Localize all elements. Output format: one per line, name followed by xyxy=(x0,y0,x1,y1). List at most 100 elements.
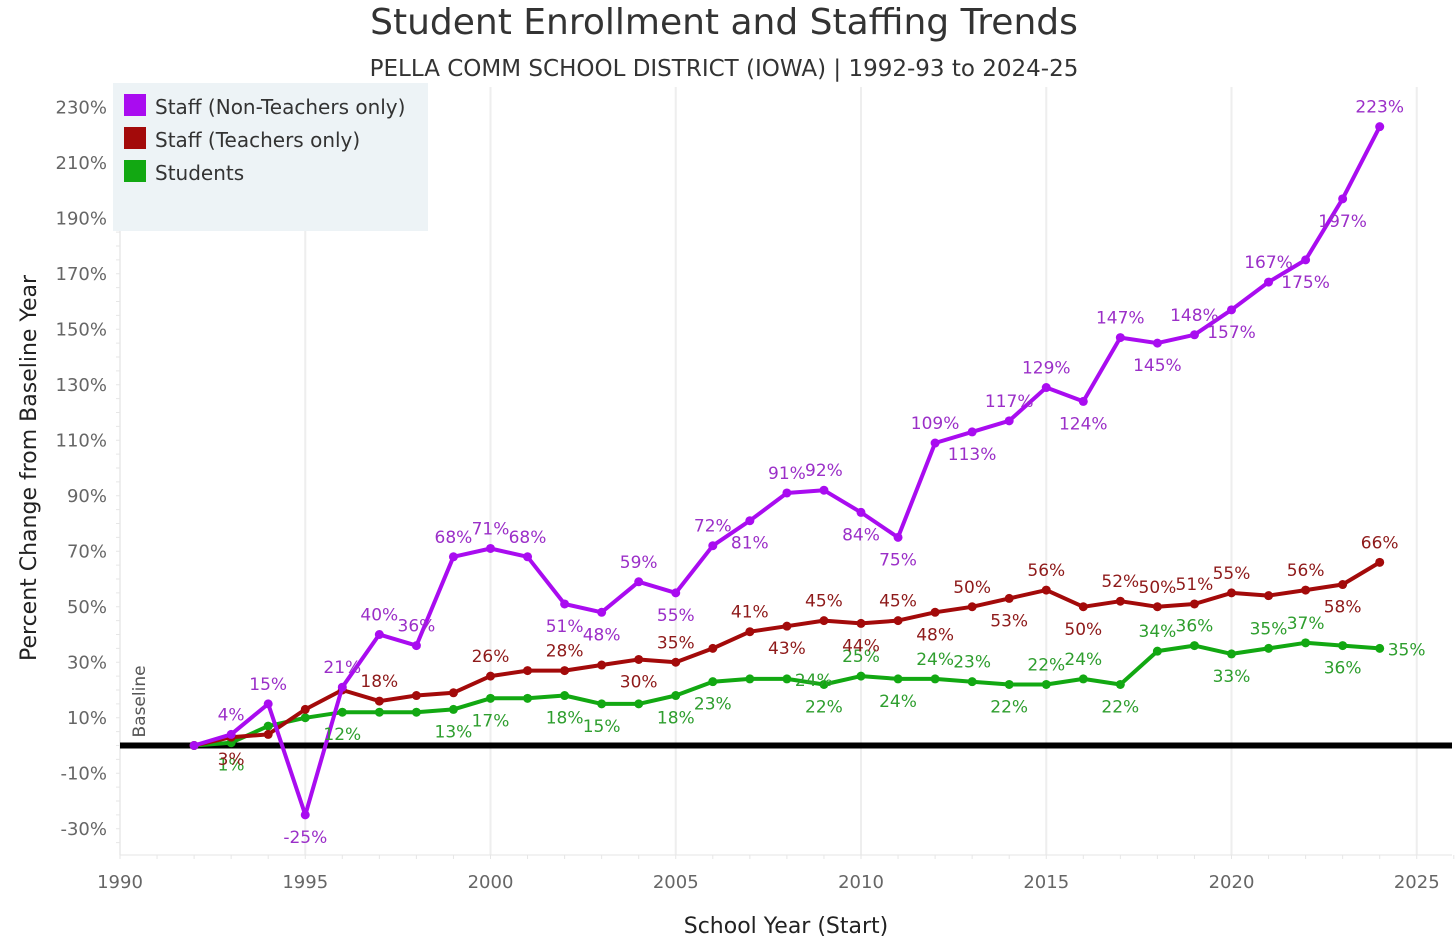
data-label: 37% xyxy=(1287,614,1325,634)
data-label: 223% xyxy=(1355,98,1404,118)
data-point xyxy=(893,616,903,626)
data-point xyxy=(930,674,940,684)
data-label: 43% xyxy=(768,639,806,659)
data-point xyxy=(893,674,903,684)
data-point xyxy=(300,704,310,714)
data-label: 51% xyxy=(1176,575,1214,595)
data-point xyxy=(819,485,829,495)
data-label: 147% xyxy=(1096,309,1145,329)
data-point xyxy=(634,699,644,709)
data-point xyxy=(1375,643,1385,653)
data-label: 24% xyxy=(795,671,833,691)
y-tick-label: 150% xyxy=(56,319,107,340)
y-tick-label: 10% xyxy=(67,708,107,729)
data-point xyxy=(337,707,347,717)
data-point xyxy=(856,671,866,681)
data-label: 25% xyxy=(842,647,880,667)
data-label: 15% xyxy=(249,675,287,695)
data-label: 23% xyxy=(953,653,991,673)
data-point xyxy=(745,674,755,684)
data-point xyxy=(448,688,458,698)
data-point xyxy=(263,729,273,739)
data-label: 35% xyxy=(657,633,695,653)
data-label: 124% xyxy=(1059,414,1108,434)
data-label: 22% xyxy=(1027,656,1065,676)
data-label: 41% xyxy=(731,603,769,623)
data-label: 35% xyxy=(1250,619,1288,639)
data-point xyxy=(300,713,310,723)
series-students xyxy=(189,638,1385,750)
y-tick-label: 90% xyxy=(67,486,107,507)
data-label: 40% xyxy=(360,606,398,626)
data-point xyxy=(1227,588,1236,598)
legend-swatch-students xyxy=(124,160,146,182)
data-point xyxy=(671,691,681,701)
data-label: 17% xyxy=(472,711,510,731)
data-point xyxy=(1189,599,1199,609)
data-label: 45% xyxy=(879,592,917,612)
baseline-group: Baseline xyxy=(120,665,1452,749)
data-label: 66% xyxy=(1361,533,1399,553)
data-label: 68% xyxy=(435,528,473,548)
data-label: 56% xyxy=(1027,561,1065,581)
data-point xyxy=(560,691,570,701)
data-point xyxy=(300,810,310,820)
data-label: 197% xyxy=(1318,212,1367,232)
data-label: 48% xyxy=(916,625,954,645)
data-point xyxy=(1189,330,1199,340)
data-label: 45% xyxy=(805,592,843,612)
x-tick-label: 2005 xyxy=(653,872,699,893)
data-point xyxy=(1078,674,1088,684)
data-point xyxy=(819,616,829,626)
data-point xyxy=(337,682,347,692)
data-label: 51% xyxy=(546,617,584,637)
data-label: 129% xyxy=(1022,359,1071,379)
data-point xyxy=(1004,679,1014,689)
data-point xyxy=(189,741,199,750)
data-label: 22% xyxy=(990,698,1028,718)
data-label: 148% xyxy=(1170,306,1219,326)
data-label: 18% xyxy=(360,672,398,692)
data-label: 68% xyxy=(509,528,547,548)
data-label: 22% xyxy=(805,698,843,718)
data-label: 109% xyxy=(911,414,960,434)
legend: Staff (Non-Teachers only) Staff (Teacher… xyxy=(113,83,428,231)
data-point xyxy=(1264,643,1274,653)
data-label: 36% xyxy=(1176,617,1214,637)
data-point xyxy=(1115,679,1125,689)
series-staff-non-teachers-only xyxy=(189,122,1385,820)
data-point xyxy=(856,507,866,517)
data-label: 1% xyxy=(218,756,245,776)
data-label: 175% xyxy=(1281,273,1330,293)
data-point xyxy=(1078,602,1088,612)
data-label: 50% xyxy=(1139,578,1177,598)
y-tick-label: 210% xyxy=(56,153,107,174)
data-label: 18% xyxy=(657,709,695,729)
data-point xyxy=(448,552,458,562)
data-label: -25% xyxy=(283,828,327,848)
data-point xyxy=(411,641,421,651)
data-point xyxy=(930,607,940,617)
data-label: 21% xyxy=(323,658,361,678)
data-label: 55% xyxy=(1213,564,1251,584)
data-point xyxy=(1189,641,1199,651)
x-tick-label: 2015 xyxy=(1023,872,1069,893)
legend-label-non-teachers: Staff (Non-Teachers only) xyxy=(155,95,405,119)
y-tick-label: -30% xyxy=(60,819,107,840)
data-point xyxy=(1338,194,1348,204)
data-point xyxy=(1115,333,1125,343)
data-point xyxy=(1152,646,1162,656)
data-label: 24% xyxy=(1064,650,1102,670)
y-tick-label: 170% xyxy=(56,264,107,285)
data-point xyxy=(745,516,755,526)
data-label-layer: 1%12% 13%17% 18% 15% 18%23%24%22%25%24%24% 23… xyxy=(218,98,1426,848)
data-point xyxy=(560,599,570,609)
x-tick-label: 2010 xyxy=(838,872,884,893)
data-point xyxy=(263,699,273,709)
data-label: 72% xyxy=(694,517,732,537)
data-label: 84% xyxy=(842,525,880,545)
data-point xyxy=(1375,557,1385,567)
data-point xyxy=(1041,383,1051,393)
data-point xyxy=(226,729,236,739)
data-point xyxy=(1227,305,1236,315)
